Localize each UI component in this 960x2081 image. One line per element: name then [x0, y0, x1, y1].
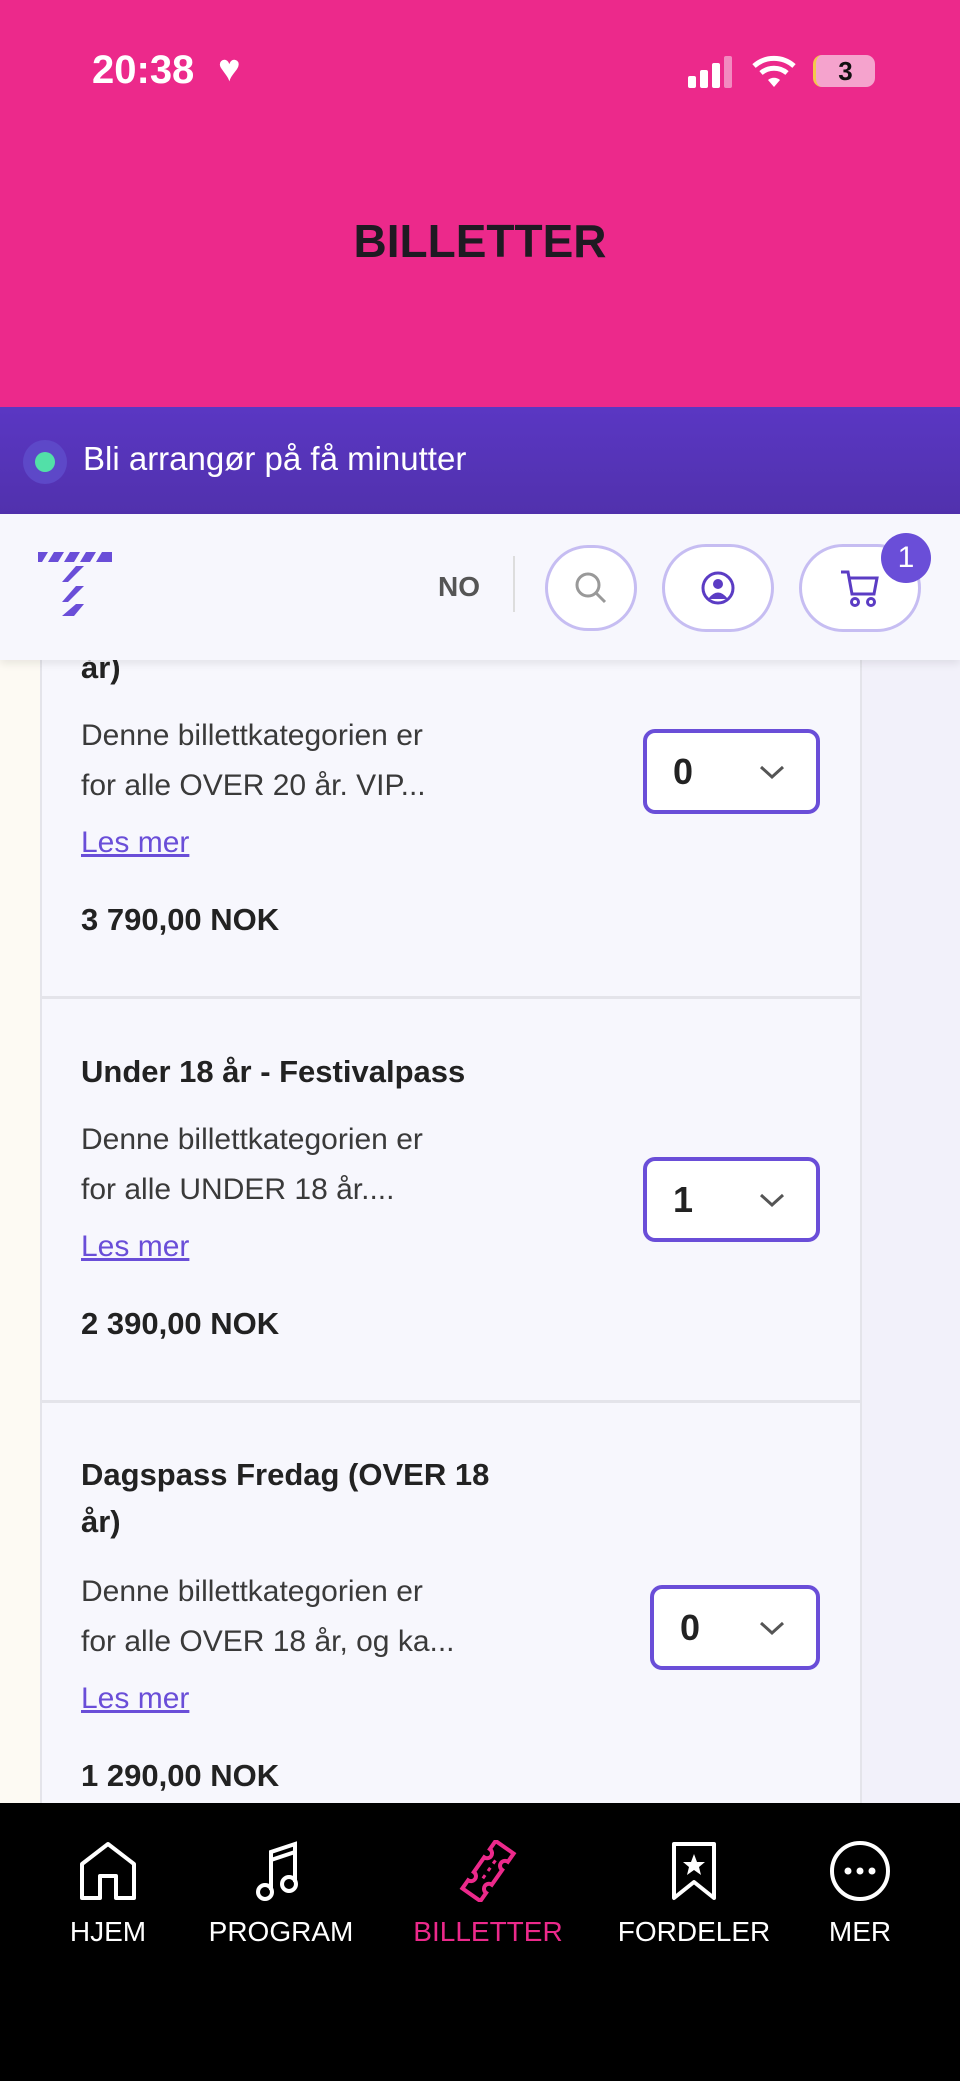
bottom-nav — [0, 1803, 960, 2081]
cart-count-badge: 1 — [881, 533, 931, 583]
chevron-down-icon — [759, 1193, 785, 1207]
read-more-link[interactable]: Les mer — [81, 826, 190, 859]
cart-icon — [841, 570, 879, 607]
nav-label: HJEM — [69, 1916, 147, 1947]
divider — [40, 1400, 862, 1403]
nav-label: MER — [828, 1916, 892, 1947]
ticket-icon — [459, 1840, 517, 1902]
divider — [513, 556, 515, 612]
ticket-title: Under 18 år - Festivalpass — [81, 1054, 466, 1089]
ticket-description-line: for alle OVER 20 år. VIP... — [81, 769, 426, 802]
quantity-select[interactable]: 0 — [650, 1585, 820, 1670]
nav-label: BILLETTER — [413, 1916, 563, 1947]
read-more-link[interactable]: Les mer — [81, 1230, 190, 1263]
ticket-description-line: Denne billettkategorien er — [81, 719, 423, 752]
wifi-icon — [752, 55, 796, 87]
page-title: BILLETTER — [353, 215, 607, 267]
ticket-title: år) — [81, 1504, 121, 1539]
status-dot-icon — [35, 452, 55, 472]
read-more-link[interactable]: Les mer — [81, 1682, 190, 1715]
nav-item-program[interactable]: PROGRAM — [185, 1840, 377, 1948]
right-gutter — [862, 660, 960, 1803]
quantity-value: 0 — [673, 750, 694, 792]
ticket-description-line: for alle OVER 18 år, og ka... — [81, 1625, 455, 1658]
battery-indicator: 3 — [813, 55, 875, 87]
ticket-price: 2 390,00 NOK — [81, 1306, 280, 1341]
quantity-value: 0 — [680, 1606, 701, 1648]
bookmark-star-icon — [672, 1842, 716, 1900]
user-icon — [701, 571, 735, 605]
quantity-select[interactable]: 1 — [643, 1157, 820, 1242]
nav-label: FORDELER — [617, 1916, 771, 1947]
nav-item-hjem[interactable]: HJEM — [12, 1840, 204, 1948]
ticket-title: Dagspass Fredag (OVER 18 — [81, 1457, 490, 1492]
divider — [40, 996, 862, 999]
search-icon — [575, 572, 607, 604]
language-selector[interactable]: NO — [438, 571, 480, 602]
account-button[interactable] — [662, 544, 774, 632]
search-button[interactable] — [545, 545, 637, 631]
ticket-title: år) — [81, 660, 121, 685]
organizer-banner[interactable] — [0, 407, 960, 514]
nav-item-fordeler[interactable]: FORDELER — [598, 1840, 790, 1948]
ticket-price: 1 290,00 NOK — [81, 1758, 280, 1793]
page-header — [0, 0, 960, 407]
nav-item-mer[interactable]: MER — [764, 1840, 956, 1948]
ticket-list[interactable]: år) Denne billettkategorien er for alle … — [0, 660, 960, 1803]
signal-icon — [688, 56, 732, 88]
ticket-description-line: for alle UNDER 18 år.... — [81, 1173, 395, 1206]
logo-icon[interactable] — [38, 552, 114, 618]
ticket-description-line: Denne billettkategorien er — [81, 1575, 423, 1608]
nav-label: PROGRAM — [208, 1916, 354, 1947]
chevron-down-icon — [759, 765, 785, 779]
heart-icon: ♥ — [218, 48, 241, 90]
quantity-value: 1 — [673, 1178, 694, 1220]
nav-item-billetter[interactable]: BILLETTER — [392, 1840, 584, 1948]
ticket-price: 3 790,00 NOK — [81, 902, 280, 937]
status-time: 20:38 — [92, 48, 195, 92]
banner-text[interactable]: Bli arrangør på få minutter — [83, 440, 467, 477]
more-icon — [830, 1841, 890, 1901]
ticket-description-line: Denne billettkategorien er — [81, 1123, 423, 1156]
music-note-icon — [256, 1841, 298, 1901]
chevron-down-icon — [759, 1621, 785, 1635]
home-icon — [80, 1842, 136, 1900]
quantity-select[interactable]: 0 — [643, 729, 820, 814]
